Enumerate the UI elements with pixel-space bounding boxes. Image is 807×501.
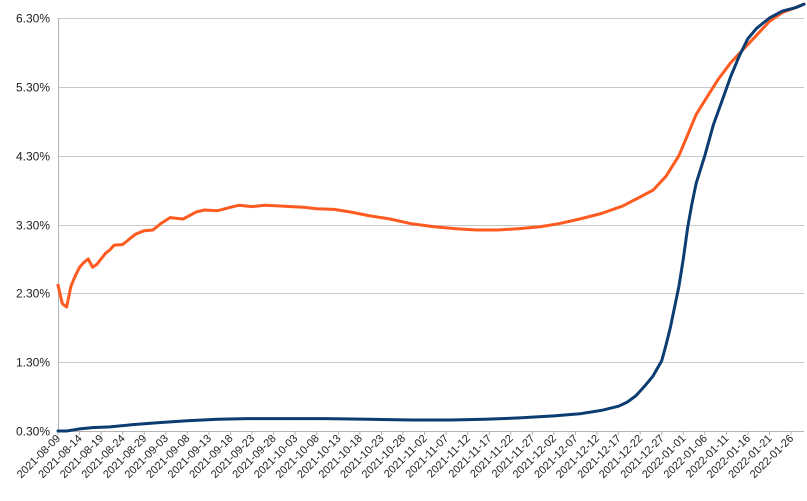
y-tick-label: 1.30% (16, 356, 50, 370)
y-tick-label: 6.30% (16, 12, 50, 26)
y-tick-label: 0.30% (16, 425, 50, 439)
y-tick-label: 3.30% (16, 219, 50, 233)
y-tick-label: 5.30% (16, 81, 50, 95)
x-axis-tick-labels: 2021-08-092021-08-142021-08-192021-08-24… (15, 433, 796, 481)
y-axis-tick-labels: 0.30% 1.30% 2.30% 3.30% 4.30% 5.30% 6.30% (16, 12, 50, 439)
grid-lines (57, 18, 804, 435)
series-line-1 (56, 2, 806, 309)
series-line-2 (56, 2, 806, 433)
y-tick-label: 2.30% (16, 287, 50, 301)
y-tick-label: 4.30% (16, 150, 50, 164)
series-lines (56, 2, 806, 433)
